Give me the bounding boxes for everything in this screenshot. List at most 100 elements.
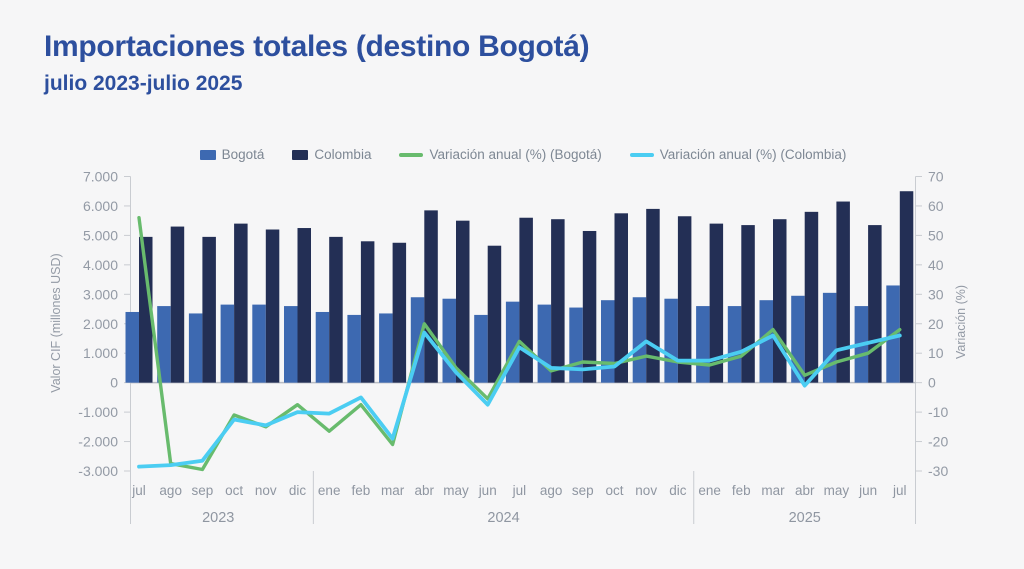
legend-item-3: Variación anual (%) (Colombia) bbox=[629, 147, 847, 162]
month-label: nov bbox=[255, 483, 277, 498]
bar bbox=[252, 304, 266, 383]
right-axis-tick-label: -20 bbox=[928, 434, 948, 450]
month-label: jul bbox=[512, 483, 527, 498]
year-label: 2024 bbox=[487, 510, 519, 526]
month-label: jul bbox=[892, 483, 907, 498]
legend-line-icon bbox=[629, 152, 654, 157]
month-label: feb bbox=[352, 483, 371, 498]
right-axis-tick-label: 20 bbox=[928, 316, 944, 332]
page-subtitle: julio 2023-julio 2025 bbox=[44, 71, 243, 95]
left-axis-tick-label: 5.000 bbox=[83, 227, 118, 243]
bar bbox=[392, 242, 407, 383]
bar bbox=[569, 307, 583, 383]
bar bbox=[822, 292, 837, 383]
bar bbox=[601, 300, 615, 383]
left-axis-tick-label: 7.000 bbox=[83, 169, 118, 185]
right-axis-title: Variación (%) bbox=[954, 285, 968, 359]
right-axis-tick-label: 70 bbox=[928, 169, 944, 185]
month-label: oct bbox=[605, 483, 623, 498]
bar bbox=[474, 314, 488, 383]
month-label: jun bbox=[858, 483, 877, 498]
right-axis-tick-label: 30 bbox=[928, 286, 944, 302]
bar bbox=[741, 225, 755, 383]
bar bbox=[804, 211, 819, 383]
month-label: jul bbox=[131, 483, 146, 498]
bar bbox=[297, 228, 311, 383]
bar bbox=[315, 311, 330, 383]
right-axis-tick-label: -10 bbox=[928, 404, 948, 420]
month-label: may bbox=[824, 483, 850, 498]
left-axis-tick-label: 2.000 bbox=[83, 316, 118, 332]
bar bbox=[646, 208, 660, 383]
right-axis-tick-label: 50 bbox=[928, 227, 944, 243]
bar bbox=[170, 226, 185, 383]
bar bbox=[220, 304, 235, 383]
bar bbox=[632, 297, 647, 383]
legend-item-1: Colombia bbox=[292, 147, 371, 162]
legend-item-2: Variación anual (%) (Bogotá) bbox=[399, 147, 602, 162]
bar bbox=[157, 306, 171, 383]
right-axis-tick-label: 60 bbox=[928, 198, 944, 214]
bar bbox=[677, 216, 692, 383]
bar bbox=[551, 219, 565, 383]
legend-square-icon bbox=[199, 149, 216, 160]
bar bbox=[487, 245, 502, 383]
legend-square-icon bbox=[292, 149, 309, 160]
page-title: Importaciones totales (destino Bogotá) bbox=[44, 30, 590, 63]
legend-label: Variación anual (%) (Bogotá) bbox=[429, 147, 602, 162]
legend-line-icon bbox=[399, 152, 424, 157]
y-axis-right: 70 60 50 40 30 20 10 0 -10 -20 -30 bbox=[915, 169, 948, 479]
month-label: mar bbox=[381, 483, 405, 498]
legend-label: Bogotá bbox=[221, 147, 265, 162]
month-label: dic bbox=[289, 483, 307, 498]
bar bbox=[202, 236, 216, 383]
y-axis-left: 7.000 6.000 5.000 4.000 3.000 2.000 1.000 0 -1.0… bbox=[78, 169, 131, 479]
bar bbox=[773, 219, 787, 383]
month-label: ene bbox=[318, 483, 341, 498]
bar bbox=[868, 225, 882, 383]
right-axis-tick-label: 40 bbox=[928, 257, 944, 273]
bar bbox=[424, 210, 438, 383]
bars-colombia bbox=[139, 191, 914, 383]
month-label: ago bbox=[159, 483, 182, 498]
left-axis-tick-label: -1.000 bbox=[78, 404, 118, 420]
month-label: sep bbox=[572, 483, 594, 498]
month-label: mar bbox=[761, 483, 785, 498]
bar bbox=[727, 306, 742, 383]
bar bbox=[284, 306, 298, 383]
bar bbox=[836, 201, 850, 383]
left-axis-tick-label: -2.000 bbox=[78, 434, 118, 450]
bar bbox=[379, 313, 393, 383]
bar bbox=[759, 300, 773, 383]
left-axis-tick-label: 3.000 bbox=[83, 286, 118, 302]
month-label: nov bbox=[635, 483, 657, 498]
legend: Bogotá Colombia Variación anual (%) (Bogot… bbox=[130, 147, 916, 162]
bar bbox=[664, 298, 678, 383]
right-axis-tick-label: 10 bbox=[928, 345, 944, 361]
legend-label: Variación anual (%) (Colombia) bbox=[659, 147, 847, 162]
left-axis-tick-label: -3.000 bbox=[78, 463, 118, 479]
bar bbox=[360, 241, 375, 383]
bar bbox=[709, 223, 724, 383]
bar bbox=[456, 220, 470, 383]
month-label: ago bbox=[540, 483, 563, 498]
bar bbox=[347, 314, 361, 383]
month-label: ene bbox=[698, 483, 721, 498]
year-labels: 2023 2024 2025 bbox=[202, 471, 821, 526]
year-label: 2025 bbox=[789, 510, 821, 526]
chart-header: Importaciones totales (destino Bogotá) j… bbox=[44, 30, 590, 96]
bars-bogota bbox=[125, 285, 900, 383]
month-label: dic bbox=[669, 483, 687, 498]
month-label: abr bbox=[415, 483, 435, 498]
year-label: 2023 bbox=[202, 510, 234, 526]
legend-item-0: Bogotá bbox=[199, 147, 265, 162]
left-axis-tick-label: 1.000 bbox=[83, 345, 118, 361]
month-label: oct bbox=[225, 483, 243, 498]
month-labels: jul ago sep oct nov dic ene feb mar abr may jun jul a… bbox=[131, 483, 906, 498]
bar bbox=[582, 230, 597, 383]
bar bbox=[139, 236, 153, 383]
bar bbox=[696, 306, 710, 383]
left-axis-title: Valor CIF (millones USD) bbox=[49, 253, 63, 392]
bar bbox=[614, 213, 628, 383]
month-label: feb bbox=[732, 483, 751, 498]
